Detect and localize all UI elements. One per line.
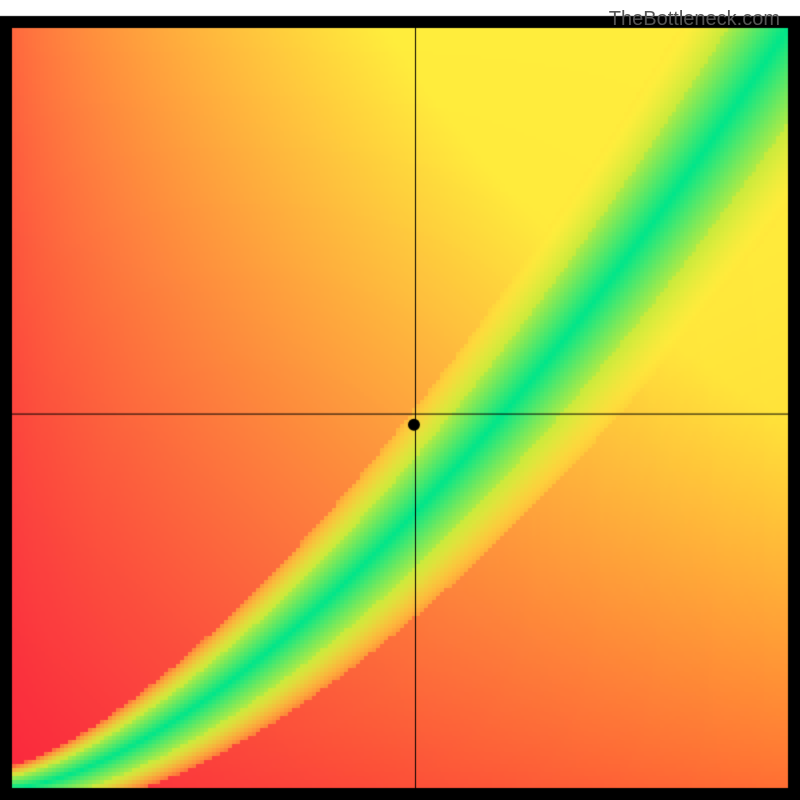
heatmap-canvas (0, 0, 800, 800)
watermark-text: TheBottleneck.com (609, 8, 780, 31)
chart-container: TheBottleneck.com (0, 0, 800, 800)
